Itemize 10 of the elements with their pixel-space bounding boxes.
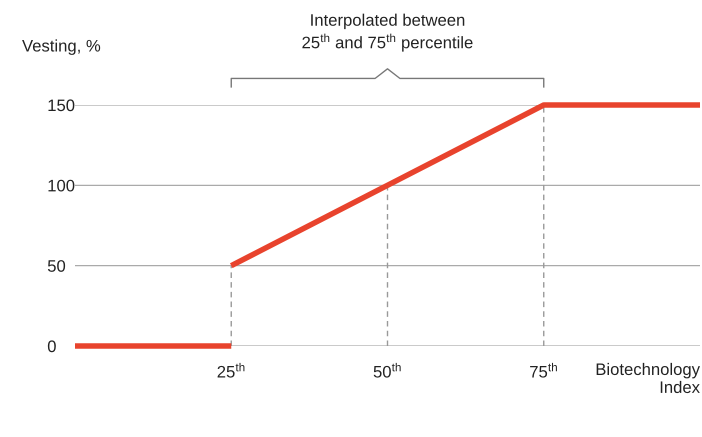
x-tick-label: 25$^{th}$ — [218, 362, 244, 378]
x-tick-label: 50$^{th}$ — [374, 362, 401, 378]
text: Interpolated between 25$^{th}$ and 75$^{th}$ percentile — [302, 14, 473, 52]
y-tick-label: 0 — [48, 340, 56, 352]
y-tick-label: 100 — [48, 180, 74, 192]
x-axis-title: Biotechnology Index — [596, 362, 700, 394]
x-tick-label: 75$^{th}$ — [530, 362, 557, 378]
y-tick-label: 50 — [48, 260, 66, 272]
y-axis-title: Vesting, % — [22, 39, 100, 55]
y-tick-label: 150 — [48, 99, 74, 112]
